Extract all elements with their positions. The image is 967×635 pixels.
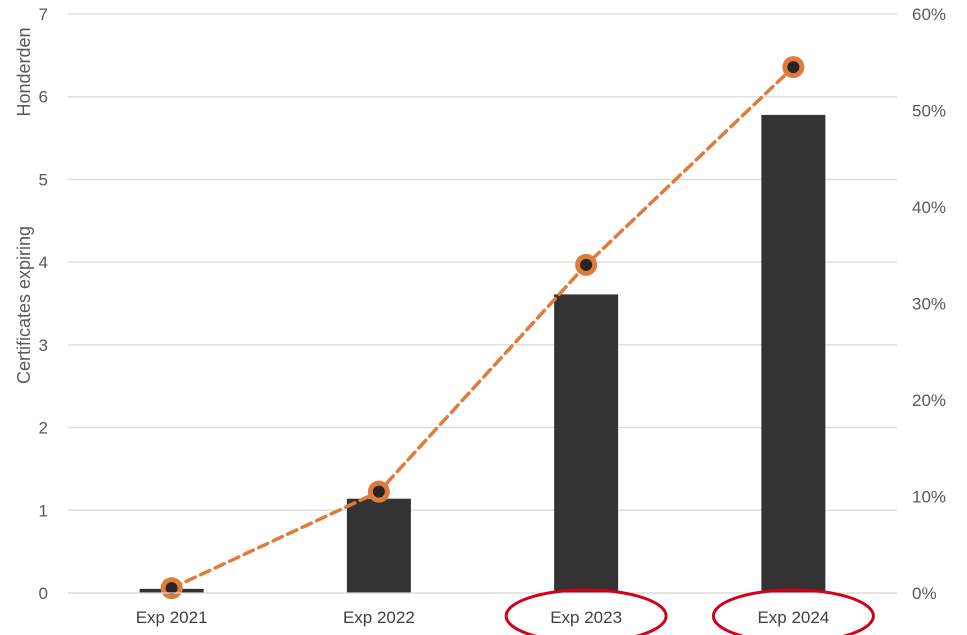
line-marker-center [580, 258, 593, 271]
gridlines [68, 13, 897, 594]
bar [346, 498, 411, 593]
left-tick-label: 6 [39, 88, 48, 107]
bar [554, 294, 619, 593]
category-axis: Exp 2021 Exp 2022 Exp 2023 Exp 2024 [68, 588, 897, 635]
y-axis-title: Certificates expiring [14, 226, 34, 384]
line-marker-center [787, 61, 800, 74]
highlight-ellipse [504, 588, 668, 635]
category-label: Exp 2024 [757, 608, 829, 627]
right-tick-label: 20% [912, 391, 946, 410]
y-axis-title-unit: Honderden [14, 27, 34, 116]
highlight-ellipse [711, 588, 875, 635]
right-axis-ticks: 0% 10% 20% 30% 40% 50% 60% [912, 5, 946, 603]
right-tick-label: 10% [912, 488, 946, 507]
right-tick-label: 0% [912, 584, 937, 603]
left-tick-label: 7 [39, 5, 48, 24]
left-tick-label: 5 [39, 170, 48, 189]
line-marker-center [372, 485, 385, 498]
right-tick-label: 30% [912, 295, 946, 314]
line-series [160, 56, 805, 600]
bar [761, 114, 826, 593]
left-tick-label: 3 [39, 336, 48, 355]
category-label: Exp 2021 [136, 608, 208, 627]
left-tick-label: 2 [39, 419, 48, 438]
bar-series [139, 114, 826, 593]
left-tick-label: 4 [39, 253, 48, 272]
line-path [169, 65, 796, 590]
category-label: Exp 2023 [550, 608, 622, 627]
left-tick-label: 1 [39, 501, 48, 520]
right-tick-label: 40% [912, 198, 946, 217]
left-axis-ticks: 0 1 2 3 4 5 6 7 [39, 5, 48, 603]
category-label: Exp 2022 [343, 608, 415, 627]
line-marker-center [165, 582, 178, 595]
right-tick-label: 60% [912, 5, 946, 24]
left-tick-label: 0 [39, 584, 48, 603]
right-tick-label: 50% [912, 102, 946, 121]
